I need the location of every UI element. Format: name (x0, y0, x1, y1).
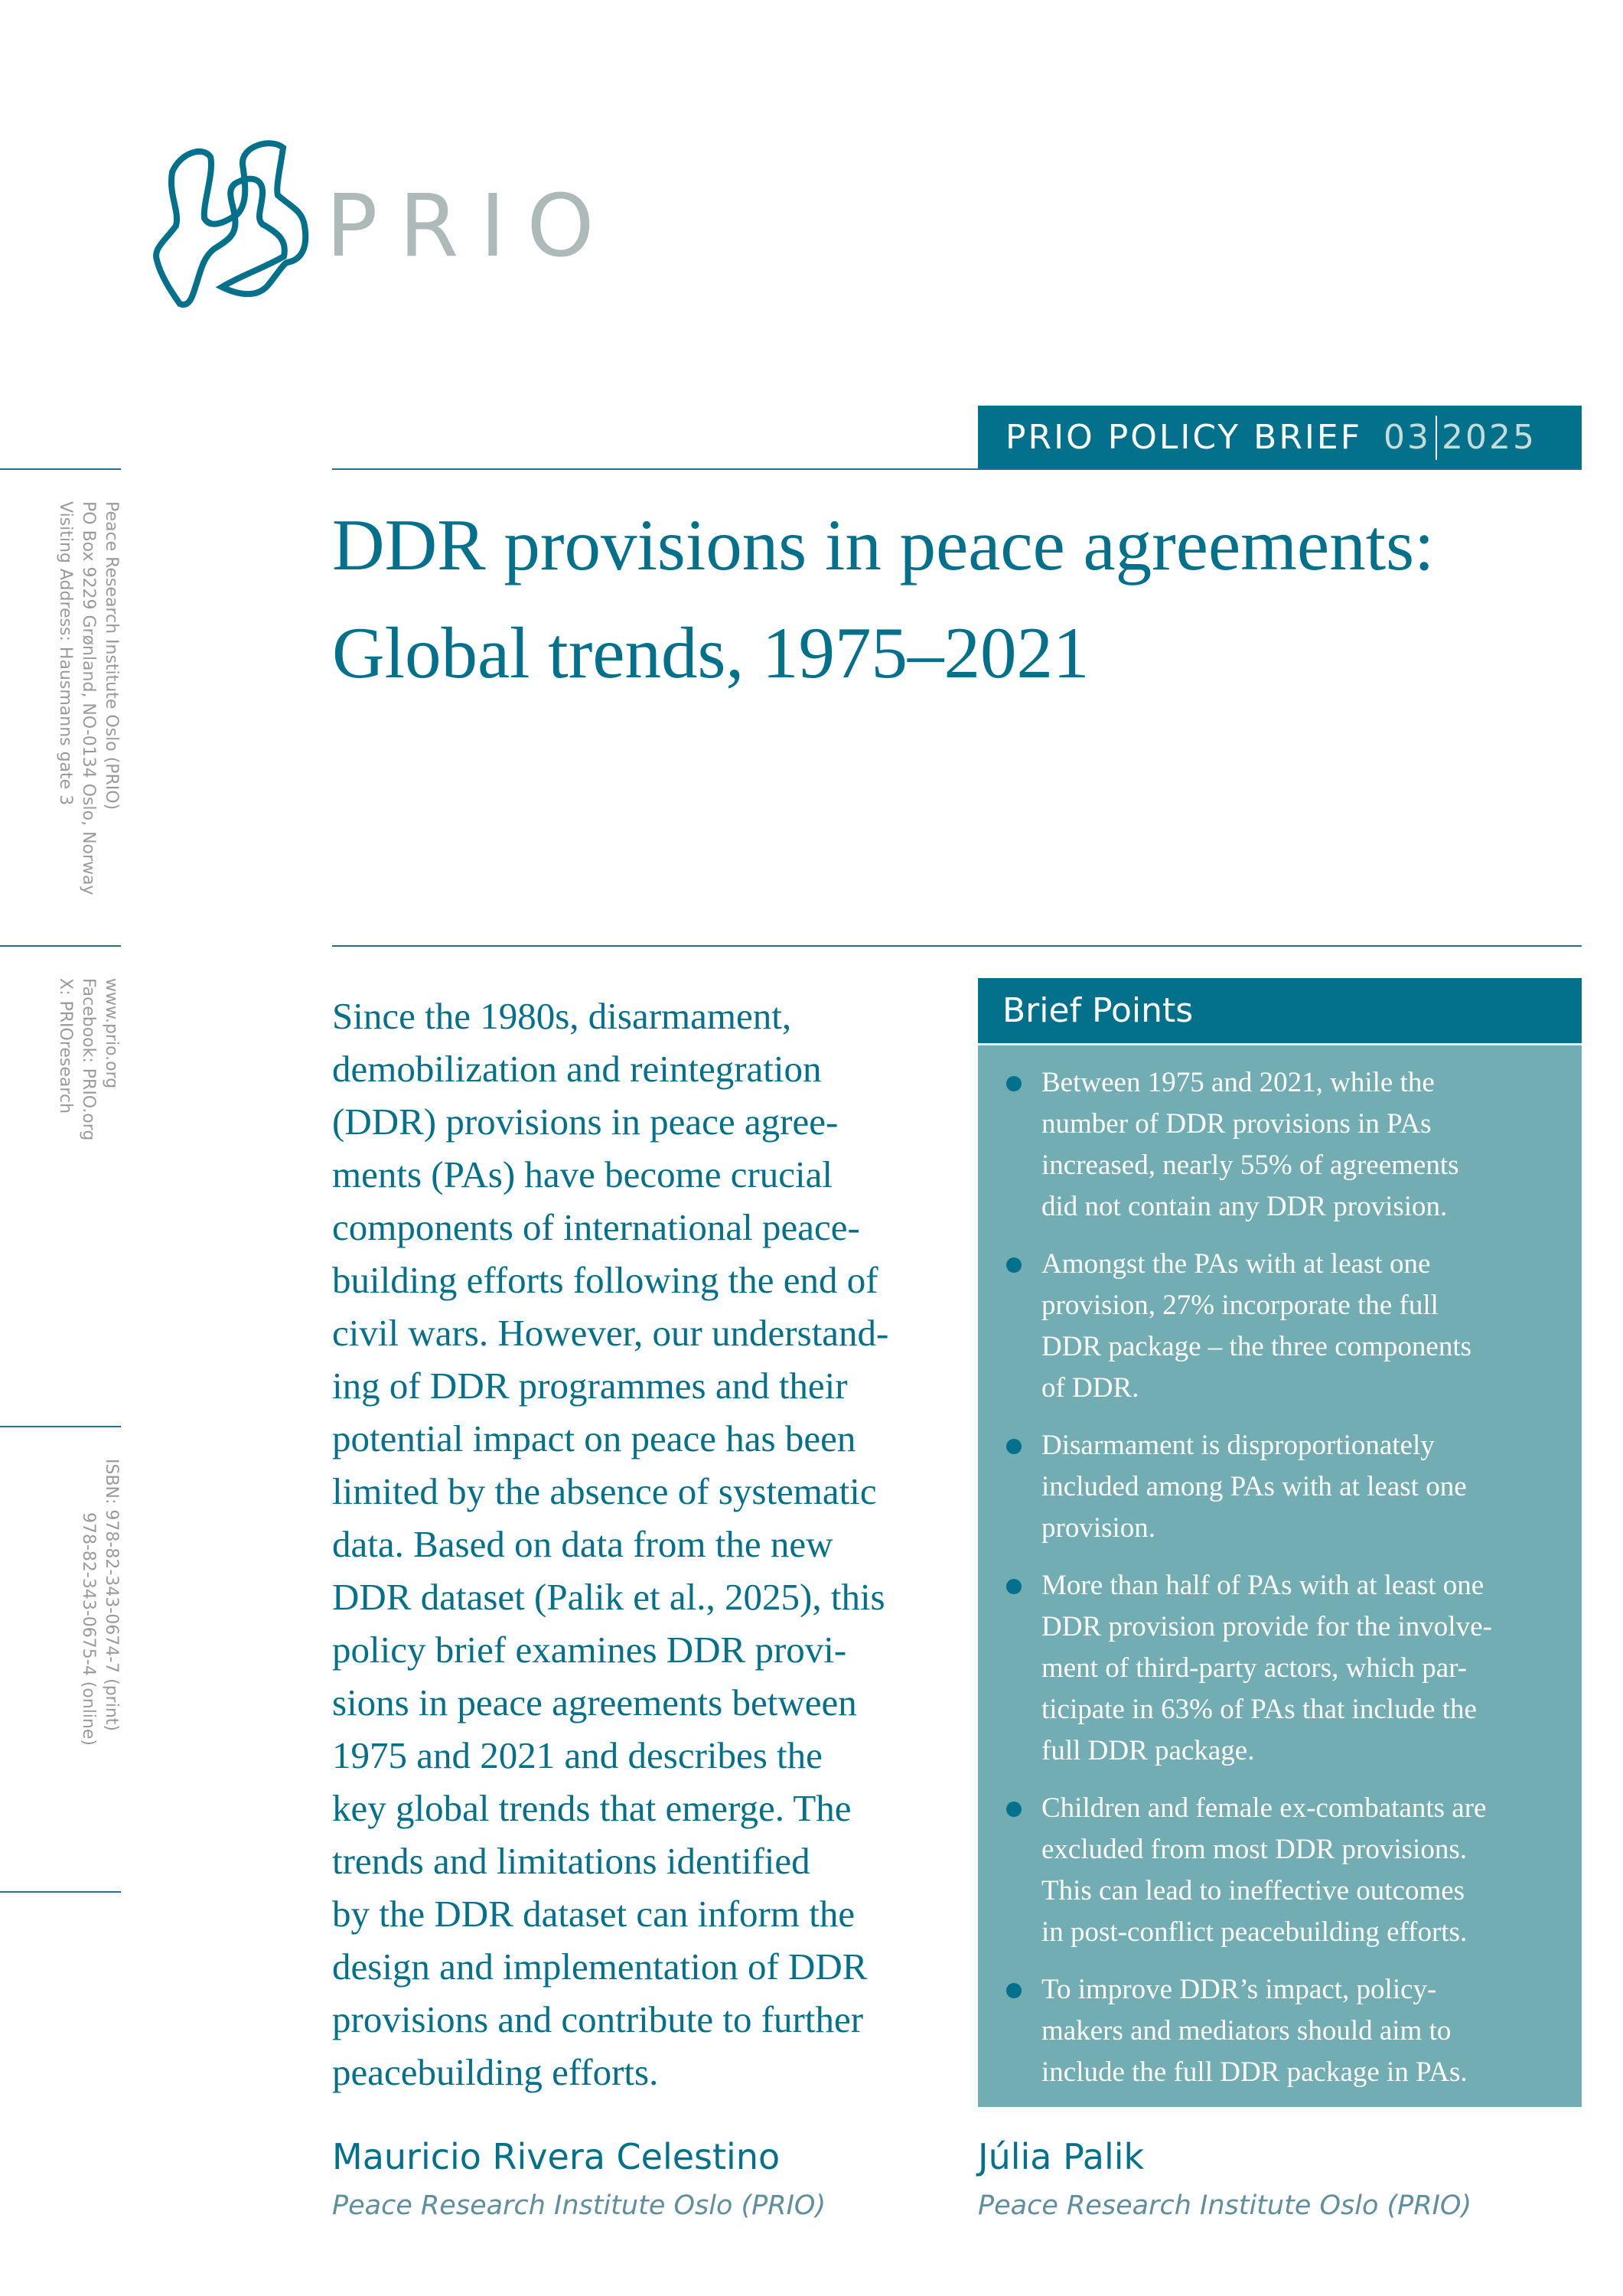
brief-point: Children and female ex-combatants are exc… (978, 1788, 1582, 1953)
address-line: PO Box 9229 Grønland, NO-0134 Oslo, Norw… (79, 501, 98, 895)
sidebar-divider (0, 468, 121, 470)
brief-point-line: excluded from most DDR provisions. (1041, 1834, 1467, 1865)
issue-divider (1436, 415, 1438, 460)
sidebar-divider (0, 1426, 121, 1427)
brief-point-line: Between 1975 and 2021, while the (1041, 1067, 1435, 1098)
sidebar-web: www.prio.org Facebook: PRIO.org X: PRIOr… (54, 978, 122, 1140)
sidebar-isbn: ISBN: 978-82-343-0674-7 (print) 978-82-3… (77, 1459, 122, 1746)
brief-point: To improve DDR’s impact, policy-makers a… (978, 1969, 1582, 2093)
prio-knot-logo-icon (153, 140, 309, 308)
summary-line: provisions and contribute to further (332, 1998, 864, 2040)
brief-point-line: include the full DDR package in PAs. (1041, 2056, 1468, 2088)
isbn-print: ISBN: 978-82-343-0674-7 (print) (102, 1459, 121, 1731)
brief-point: Between 1975 and 2021, while the number o… (978, 1062, 1582, 1228)
summary-line: DDR dataset (Palik et al., 2025), this (332, 1576, 885, 1618)
bullet-icon (1006, 1579, 1022, 1594)
brief-point: More than half of PAs with at least one D… (978, 1565, 1582, 1772)
series-label: PRIO POLICY BRIEF (1005, 418, 1363, 457)
summary-line: key global trends that emerge. The (332, 1787, 852, 1829)
summary-line: 1975 and 2021 and describes the (332, 1734, 823, 1776)
brief-point-line: To improve DDR’s impact, policy- (1041, 1974, 1437, 2005)
brief-point-line: in post-conflict peacebuilding efforts. (1041, 1916, 1468, 1948)
summary-line: (DDR) provisions in peace agree- (332, 1101, 839, 1143)
brief-point-line: did not contain any DDR provision. (1041, 1191, 1448, 1222)
brief-point-line: Children and female ex-combatants are (1041, 1792, 1487, 1824)
brief-point-line: Amongst the PAs with at least one (1041, 1248, 1431, 1280)
title-top-rule (332, 468, 1582, 470)
brief-point-line: DDR package – the three components (1041, 1331, 1472, 1362)
brief-point-line: provision, 27% incorporate the full (1041, 1290, 1439, 1321)
author-affiliation: Peace Research Institute Oslo (PRIO) (332, 2190, 826, 2221)
summary-line: limited by the absence of systematic (332, 1470, 877, 1512)
brief-point-line: included among PAs with at least one (1041, 1471, 1467, 1502)
title-line: DDR provisions in peace agreements: (332, 504, 1435, 585)
brief-point-line: provision. (1041, 1512, 1156, 1544)
title-line: Global trends, 1975–2021 (332, 612, 1090, 693)
brief-point: Disarmament is disproportionately include… (978, 1425, 1582, 1549)
isbn-online: 978-82-343-0675-4 (online) (79, 1512, 98, 1746)
address-line: Visiting Address: Hausmanns gate 3 (56, 501, 75, 806)
summary-line: policy brief examines DDR provi- (332, 1629, 847, 1671)
brief-point-line: full DDR package. (1041, 1735, 1255, 1766)
issue-number: 03 (1383, 418, 1432, 457)
summary-text: Since the 1980s, disarmament, demobilizat… (332, 990, 888, 2099)
address-line: Peace Research Institute Oslo (PRIO) (102, 501, 121, 810)
summary-line: civil wars. However, our understand- (332, 1312, 889, 1354)
summary-line: components of international peace- (332, 1206, 860, 1248)
title-bottom-rule (332, 945, 1582, 947)
brief-point-line: makers and mediators should aim to (1041, 2015, 1452, 2047)
summary-line: peacebuilding efforts. (332, 2051, 659, 2093)
summary-line: building efforts following the end of (332, 1259, 878, 1301)
author-affiliation: Peace Research Institute Oslo (PRIO) (978, 2190, 1472, 2221)
author-name: Mauricio Rivera Celestino (332, 2136, 781, 2177)
brief-point-line: DDR provision provide for the involve- (1041, 1611, 1492, 1642)
brief-point-line: More than half of PAs with at least one (1041, 1570, 1484, 1601)
brief-point-line: of DDR. (1041, 1372, 1139, 1404)
summary-line: ments (PAs) have become crucial (332, 1153, 833, 1195)
policy-brief-banner: PRIO POLICY BRIEF 03 2025 (978, 406, 1582, 469)
issue-year: 2025 (1442, 418, 1537, 457)
bullet-icon (1006, 1076, 1022, 1091)
logo-wordmark: PRIO (326, 177, 616, 276)
summary-line: sions in peace agreements between (332, 1681, 857, 1724)
author-name: Júlia Palik (978, 2136, 1145, 2177)
brief-point-line: This can lead to ineffective outcomes (1041, 1875, 1465, 1906)
summary-line: demobilization and reintegration (332, 1048, 822, 1090)
summary-line: potential impact on peace has been (332, 1417, 856, 1459)
facebook-link[interactable]: Facebook: PRIO.org (79, 978, 98, 1141)
page-title: DDR provisions in peace agreements: Glob… (332, 491, 1595, 707)
brief-point: Amongst the PAs with at least one provisi… (978, 1244, 1582, 1409)
brief-points-heading: Brief Points (978, 978, 1582, 1045)
summary-line: Since the 1980s, disarmament, (332, 995, 792, 1037)
summary-line: data. Based on data from the new (332, 1523, 833, 1565)
summary-line: trends and limitations identified (332, 1840, 810, 1882)
brief-points-box: Brief Points Between 1975 and 2021, whil… (978, 978, 1582, 2107)
sidebar-divider (0, 1891, 121, 1893)
brief-point-line: increased, nearly 55% of agreements (1041, 1150, 1459, 1181)
summary-line: ing of DDR programmes and their (332, 1365, 848, 1407)
sidebar-divider (0, 945, 121, 947)
summary-line: design and implementation of DDR (332, 1945, 868, 1988)
sidebar-address: Peace Research Institute Oslo (PRIO) PO … (54, 501, 122, 895)
brief-points-list: Between 1975 and 2021, while the number o… (978, 1045, 1582, 2093)
brief-point-line: ticipate in 63% of PAs that include the (1041, 1694, 1477, 1725)
bullet-icon (1006, 1439, 1022, 1454)
website-link[interactable]: www.prio.org (102, 978, 121, 1089)
bullet-icon (1006, 1983, 1022, 1998)
summary-line: by the DDR dataset can inform the (332, 1893, 855, 1935)
bullet-icon (1006, 1257, 1022, 1273)
brief-point-line: ment of third-party actors, which par- (1041, 1652, 1468, 1684)
brief-point-line: Disarmament is disproportionately (1041, 1430, 1435, 1461)
bullet-icon (1006, 1802, 1022, 1817)
x-link[interactable]: X: PRIOresearch (56, 978, 75, 1114)
brief-point-line: number of DDR provisions in PAs (1041, 1108, 1432, 1140)
